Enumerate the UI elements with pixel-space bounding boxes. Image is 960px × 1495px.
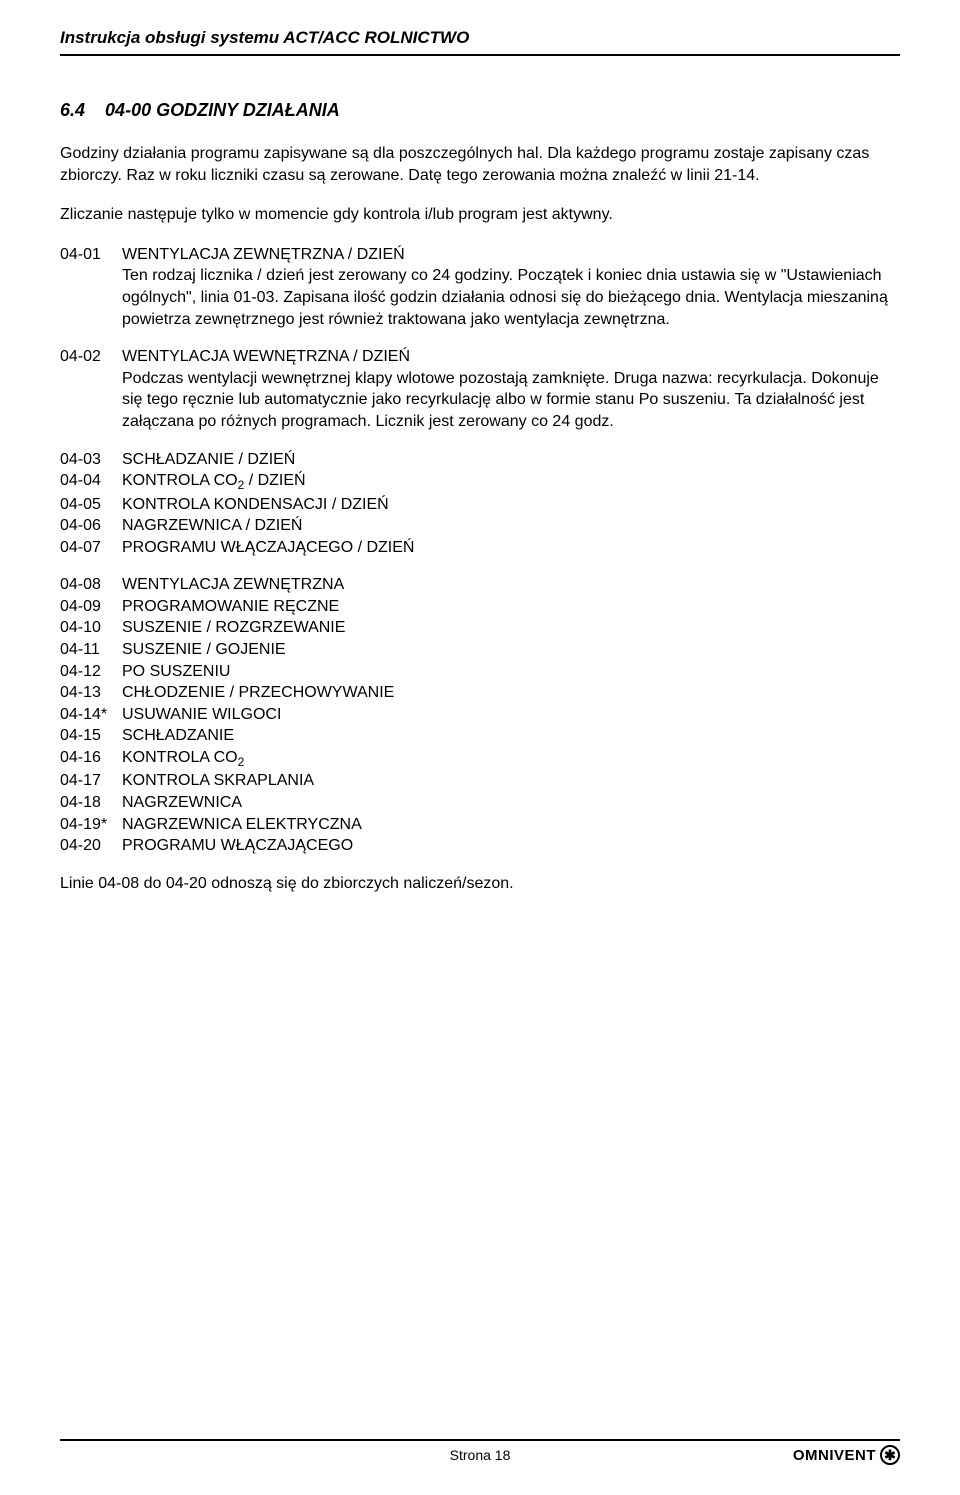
list-code: 04-13: [60, 682, 122, 704]
footer-rule: [60, 1439, 900, 1441]
list-label: PROGRAMU WŁĄCZAJĄCEGO / DZIEŃ: [122, 537, 900, 559]
list-label: PO SUSZENIU: [122, 661, 900, 683]
entry-title: WENTYLACJA WEWNĘTRZNA / DZIEŃ: [122, 346, 900, 368]
list-code: 04-20: [60, 835, 122, 857]
list-code: 04-09: [60, 596, 122, 618]
list-label: KONTROLA CO2: [122, 747, 900, 770]
intro-para-2: Zliczanie następuje tylko w momencie gdy…: [60, 204, 900, 226]
logo-icon: ✱: [880, 1445, 900, 1465]
list-label: KONTROLA CO2 / DZIEŃ: [122, 470, 900, 493]
list-item: 04-15SCHŁADZANIE: [60, 725, 900, 747]
list-code: 04-12: [60, 661, 122, 683]
list-code: 04-07: [60, 537, 122, 559]
list-code: 04-18: [60, 792, 122, 814]
list-label: NAGRZEWNICA ELEKTRYCZNA: [122, 814, 900, 836]
list-item: 04-16KONTROLA CO2: [60, 747, 900, 770]
list-item: 04-07PROGRAMU WŁĄCZAJĄCEGO / DZIEŃ: [60, 537, 900, 559]
list-item: 04-09PROGRAMOWANIE RĘCZNE: [60, 596, 900, 618]
list-code: 04-19*: [60, 814, 122, 836]
entry-code: 04-02: [60, 346, 122, 432]
footer-page: Strona 18: [450, 1447, 511, 1463]
list-label: SUSZENIE / GOJENIE: [122, 639, 900, 661]
list-code: 04-15: [60, 725, 122, 747]
footer-page-num: 18: [495, 1447, 511, 1463]
entry-body: WENTYLACJA ZEWNĘTRZNA / DZIEŃ Ten rodzaj…: [122, 244, 900, 330]
list-code: 04-14*: [60, 704, 122, 726]
list-item: 04-13CHŁODZENIE / PRZECHOWYWANIE: [60, 682, 900, 704]
list-item: 04-03SCHŁADZANIE / DZIEŃ: [60, 449, 900, 471]
list-label: SUSZENIE / ROZGRZEWANIE: [122, 617, 900, 639]
footer-page-label: Strona: [450, 1447, 491, 1463]
list-item: 04-05KONTROLA KONDENSACJI / DZIEŃ: [60, 494, 900, 516]
header-title: Instrukcja obsługi systemu ACT/ACC ROLNI…: [60, 28, 900, 52]
list-code: 04-08: [60, 574, 122, 596]
intro-para-1: Godziny działania programu zapisywane są…: [60, 143, 900, 186]
header-rule: [60, 54, 900, 56]
footer-logo: OMNIVENT ✱: [793, 1445, 900, 1465]
list-code: 04-16: [60, 747, 122, 770]
entry-04-01: 04-01 WENTYLACJA ZEWNĘTRZNA / DZIEŃ Ten …: [60, 244, 900, 330]
list-code: 04-03: [60, 449, 122, 471]
entry-text: Ten rodzaj licznika / dzień jest zerowan…: [122, 267, 888, 327]
list-label: SCHŁADZANIE: [122, 725, 900, 747]
list-item: 04-06NAGRZEWNICA / DZIEŃ: [60, 515, 900, 537]
list-block-1: 04-03SCHŁADZANIE / DZIEŃ04-04KONTROLA CO…: [60, 449, 900, 559]
list-item: 04-17KONTROLA SKRAPLANIA: [60, 770, 900, 792]
list-label: PROGRAMU WŁĄCZAJĄCEGO: [122, 835, 900, 857]
list-label: SCHŁADZANIE / DZIEŃ: [122, 449, 900, 471]
list-item: 04-14*USUWANIE WILGOCI: [60, 704, 900, 726]
list-code: 04-06: [60, 515, 122, 537]
list-label: CHŁODZENIE / PRZECHOWYWANIE: [122, 682, 900, 704]
entry-title: WENTYLACJA ZEWNĘTRZNA / DZIEŃ: [122, 244, 900, 266]
list-item: 04-19*NAGRZEWNICA ELEKTRYCZNA: [60, 814, 900, 836]
list-code: 04-17: [60, 770, 122, 792]
list-label: NAGRZEWNICA: [122, 792, 900, 814]
list-item: 04-20PROGRAMU WŁĄCZAJĄCEGO: [60, 835, 900, 857]
list-code: 04-11: [60, 639, 122, 661]
list-item: 04-11SUSZENIE / GOJENIE: [60, 639, 900, 661]
list-label: KONTROLA SKRAPLANIA: [122, 770, 900, 792]
list-label: KONTROLA KONDENSACJI / DZIEŃ: [122, 494, 900, 516]
list-code: 04-10: [60, 617, 122, 639]
closing-para: Linie 04-08 do 04-20 odnoszą się do zbio…: [60, 873, 900, 895]
section-heading: 6.4 04-00 GODZINY DZIAŁANIA: [60, 100, 900, 121]
entry-code: 04-01: [60, 244, 122, 330]
list-item: 04-18NAGRZEWNICA: [60, 792, 900, 814]
logo-text: OMNIVENT: [793, 1447, 876, 1464]
page-header: Instrukcja obsługi systemu ACT/ACC ROLNI…: [60, 28, 900, 56]
list-label: NAGRZEWNICA / DZIEŃ: [122, 515, 900, 537]
entry-04-02: 04-02 WENTYLACJA WEWNĘTRZNA / DZIEŃ Podc…: [60, 346, 900, 432]
list-label: PROGRAMOWANIE RĘCZNE: [122, 596, 900, 618]
entry-text: Podczas wentylacji wewnętrznej klapy wlo…: [122, 370, 879, 430]
list-code: 04-05: [60, 494, 122, 516]
page-footer: Strona 18 OMNIVENT ✱: [60, 1439, 900, 1465]
section-number: 6.4: [60, 100, 85, 120]
entry-body: WENTYLACJA WEWNĘTRZNA / DZIEŃ Podczas we…: [122, 346, 900, 432]
list-item: 04-08WENTYLACJA ZEWNĘTRZNA: [60, 574, 900, 596]
list-item: 04-12PO SUSZENIU: [60, 661, 900, 683]
list-item: 04-10SUSZENIE / ROZGRZEWANIE: [60, 617, 900, 639]
section-title: 04-00 GODZINY DZIAŁANIA: [105, 100, 340, 120]
list-label: USUWANIE WILGOCI: [122, 704, 900, 726]
list-code: 04-04: [60, 470, 122, 493]
list-block-2: 04-08WENTYLACJA ZEWNĘTRZNA04-09PROGRAMOW…: [60, 574, 900, 857]
list-label: WENTYLACJA ZEWNĘTRZNA: [122, 574, 900, 596]
list-item: 04-04KONTROLA CO2 / DZIEŃ: [60, 470, 900, 493]
